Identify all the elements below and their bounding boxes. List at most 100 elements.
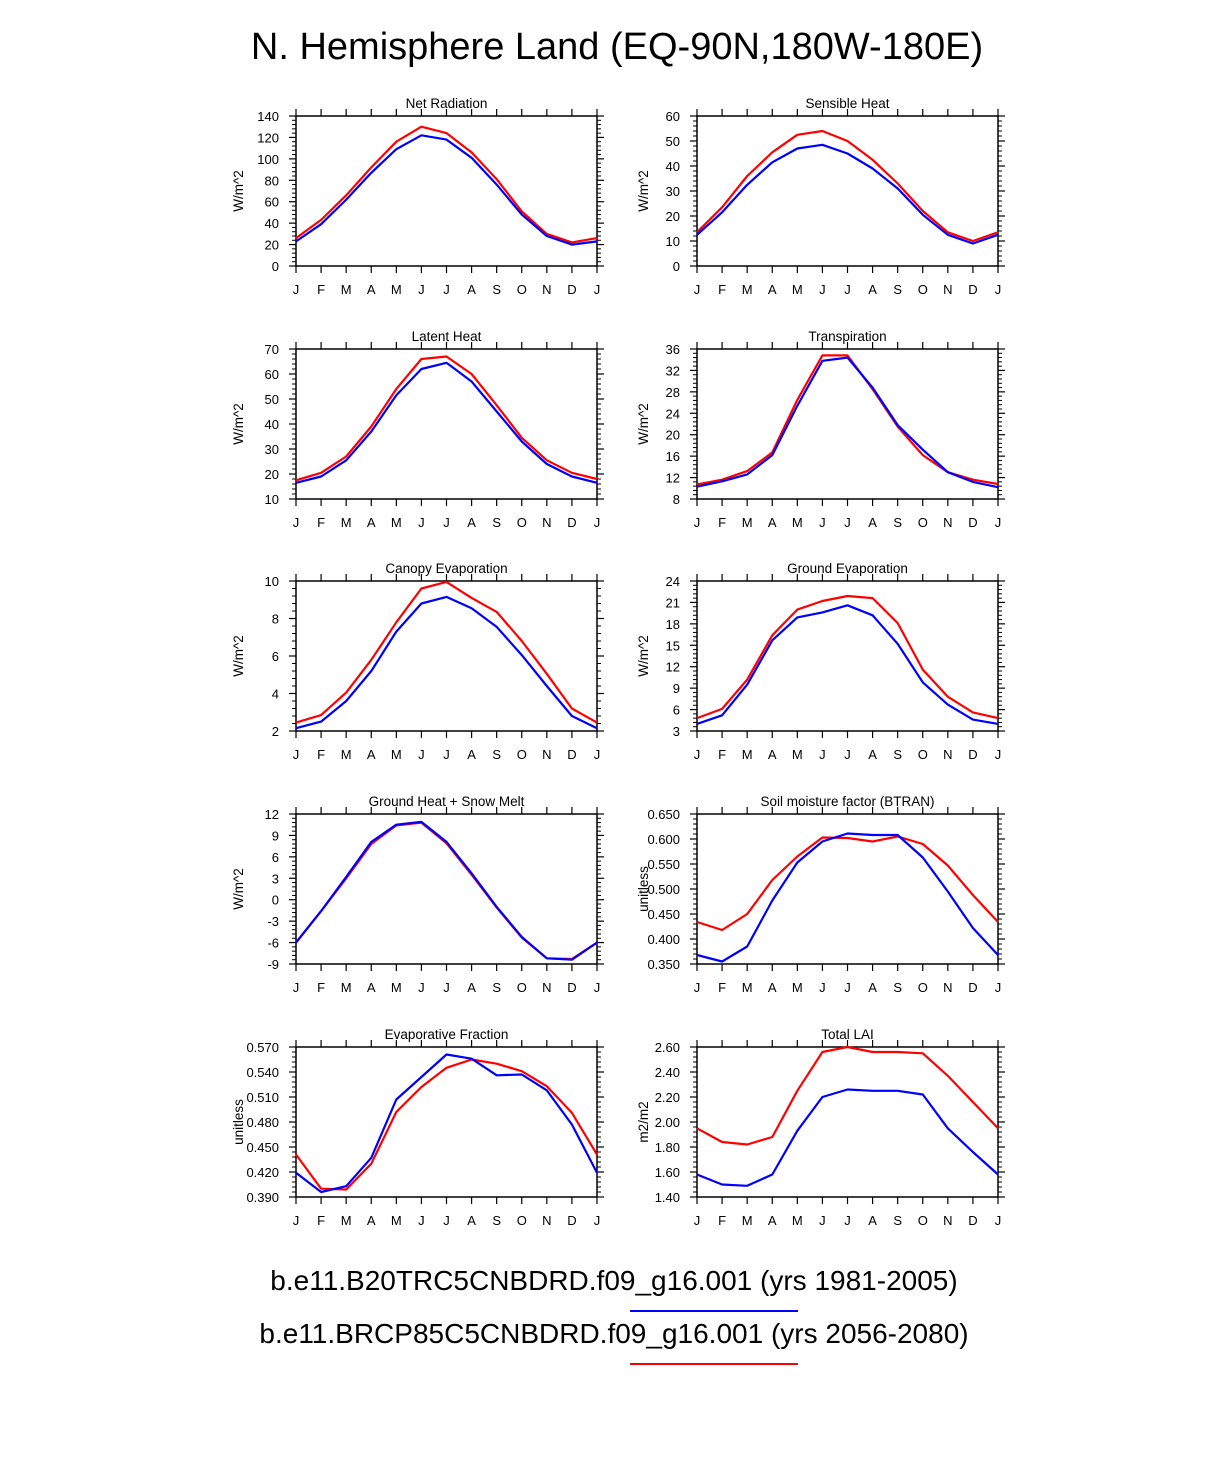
x-tick-label: J [443, 980, 450, 995]
y-tick-label: 6 [272, 649, 279, 664]
x-tick-label: J [293, 282, 300, 297]
x-tick-label: J [995, 747, 1002, 762]
x-tick-label: D [968, 1213, 977, 1228]
x-tick-label: D [567, 515, 576, 530]
y-tick-label: 30 [666, 184, 680, 199]
x-tick-label: A [868, 1213, 877, 1228]
y-axis-label: W/m^2 [231, 403, 246, 445]
x-tick-label: F [718, 1213, 726, 1228]
y-tick-label: 6 [272, 850, 279, 865]
x-tick-label: N [943, 515, 952, 530]
x-tick-label: N [542, 1213, 551, 1228]
x-tick-label: O [918, 515, 928, 530]
chart-panel-8: Soil moisture factor (BTRAN)J F M A M J J A S O N D… [636, 794, 1005, 995]
x-tick-label: M [341, 980, 352, 995]
x-tick-label: J [995, 980, 1002, 995]
x-tick-label: O [918, 747, 928, 762]
legend-swatch-1 [630, 1310, 798, 1312]
x-tick-label: J [694, 515, 701, 530]
panel-title: Transpiration [808, 329, 886, 344]
x-tick-label: A [868, 747, 877, 762]
x-tick-label: J [443, 747, 450, 762]
x-tick-label: F [718, 282, 726, 297]
y-tick-label: 40 [265, 417, 279, 432]
x-tick-label: M [391, 515, 402, 530]
y-axis-label: m2/m2 [636, 1101, 651, 1142]
x-tick-label: O [918, 282, 928, 297]
y-tick-label: 30 [265, 442, 279, 457]
y-tick-label: 2.00 [655, 1115, 680, 1130]
x-tick-label: M [391, 747, 402, 762]
x-tick-label: M [742, 282, 753, 297]
y-tick-label: 0.450 [246, 1140, 279, 1155]
y-tick-label: 0.650 [647, 807, 680, 822]
y-tick-label: 20 [666, 428, 680, 443]
x-tick-label: O [517, 282, 527, 297]
y-tick-label: 120 [257, 130, 279, 145]
x-tick-label: D [968, 515, 977, 530]
y-tick-label: 20 [265, 238, 279, 253]
panel-title: Net Radiation [406, 96, 488, 111]
x-tick-label: J [418, 1213, 425, 1228]
y-tick-label: 20 [666, 209, 680, 224]
x-tick-label: J [819, 980, 826, 995]
x-tick-label: M [391, 980, 402, 995]
y-tick-label: 80 [265, 173, 279, 188]
x-tick-label: S [893, 282, 902, 297]
x-tick-label: O [517, 515, 527, 530]
x-tick-label: M [792, 980, 803, 995]
x-tick-label: A [467, 515, 476, 530]
y-tick-label: 24 [666, 406, 680, 421]
x-tick-label: N [943, 282, 952, 297]
x-tick-label: A [868, 980, 877, 995]
series-line-2 [696, 594, 999, 720]
y-tick-label: -6 [267, 936, 279, 951]
y-axis-label: unitless [231, 1099, 246, 1145]
series-line-1 [295, 1053, 598, 1194]
y-tick-label: 18 [666, 617, 680, 632]
x-tick-label: F [718, 747, 726, 762]
x-tick-label: A [467, 747, 476, 762]
y-tick-label: 10 [265, 574, 279, 589]
y-axis-label: W/m^2 [636, 635, 651, 677]
x-tick-label: J [293, 980, 300, 995]
x-tick-label: D [968, 980, 977, 995]
plot-frame [295, 580, 598, 732]
x-tick-label: J [418, 515, 425, 530]
series-line-2 [295, 1058, 598, 1191]
y-tick-label: 0.480 [246, 1115, 279, 1130]
plot-frame [295, 813, 598, 965]
x-tick-label: M [341, 282, 352, 297]
y-tick-label: 4 [272, 687, 279, 702]
panel-title: Latent Heat [412, 329, 482, 344]
legend-label-1: b.e11.B20TRC5CNBDRD.f09_g16.001 (yrs 198… [270, 1265, 958, 1296]
panel-title: Evaporative Fraction [385, 1027, 509, 1042]
x-tick-label: J [594, 1213, 601, 1228]
y-tick-label: 32 [666, 363, 680, 378]
y-tick-label: 28 [666, 385, 680, 400]
y-tick-label: 9 [272, 828, 279, 843]
x-tick-label: M [742, 1213, 753, 1228]
x-tick-label: N [943, 1213, 952, 1228]
x-tick-label: F [718, 980, 726, 995]
x-tick-label: J [995, 515, 1002, 530]
y-axis-label: unitless [636, 866, 651, 912]
x-tick-label: F [317, 515, 325, 530]
y-tick-label: 21 [666, 595, 680, 610]
plot-frame [696, 1046, 999, 1198]
x-tick-label: J [694, 980, 701, 995]
x-tick-label: F [718, 515, 726, 530]
plot-frame [295, 348, 598, 500]
x-tick-label: J [594, 980, 601, 995]
x-tick-label: J [418, 282, 425, 297]
y-tick-label: 3 [673, 724, 680, 739]
y-tick-label: 50 [666, 134, 680, 149]
y-tick-label: 20 [265, 467, 279, 482]
y-tick-label: 0.400 [647, 932, 680, 947]
y-tick-label: 2.40 [655, 1065, 680, 1080]
x-tick-label: A [367, 1213, 376, 1228]
y-tick-label: 60 [666, 109, 680, 124]
plot-frame [696, 813, 999, 965]
y-tick-label: 0.350 [647, 957, 680, 972]
